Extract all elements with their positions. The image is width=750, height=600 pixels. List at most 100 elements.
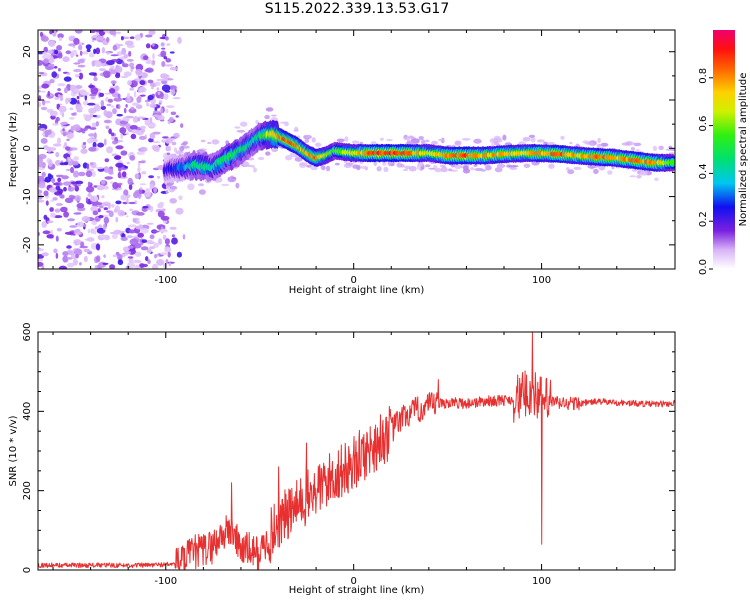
noise-speckle (107, 98, 113, 103)
halo-speckle (198, 183, 204, 187)
noise-speckle (63, 76, 72, 82)
noise-speckle (151, 230, 160, 233)
noise-speckle (42, 51, 48, 55)
noise-speckle (69, 225, 78, 228)
noise-speckle (144, 69, 152, 73)
noise-speckle (164, 246, 171, 253)
noise-speckle (165, 108, 169, 114)
noise-speckle (117, 259, 124, 266)
noise-speckle (62, 181, 72, 186)
noise-speckle (103, 119, 111, 124)
noise-speckle (75, 103, 81, 110)
noise-speckle (67, 262, 74, 268)
noise-speckle (121, 253, 128, 257)
noise-speckle (91, 60, 96, 67)
noise-speckle (40, 138, 48, 144)
noise-speckle (134, 264, 140, 269)
noise-speckle (54, 66, 58, 69)
noise-speckle (103, 138, 107, 146)
halo-speckle (418, 136, 424, 140)
halo-speckle (246, 164, 253, 168)
halo-speckle (299, 162, 308, 166)
noise-speckle (137, 232, 144, 238)
noise-speckle (109, 166, 113, 169)
noise-speckle (58, 94, 61, 97)
colorbar: 0.0 0.2 0.4 0.6 0.8 Normalized spectral ampl… (698, 30, 749, 275)
spectrogram-x-tick-label: 100 (532, 275, 551, 286)
noise-speckle (175, 115, 179, 118)
noise-speckle (105, 201, 109, 205)
noise-speckle (38, 258, 44, 262)
noise-speckle (84, 114, 92, 122)
halo-speckle (567, 169, 575, 175)
noise-speckle (85, 44, 92, 50)
noise-speckle (112, 182, 119, 189)
noise-speckle (58, 265, 68, 269)
noise-speckle (42, 230, 51, 235)
noise-speckle (115, 162, 124, 168)
noise-speckle (113, 85, 120, 92)
noise-speckle (165, 58, 172, 63)
noise-speckle (72, 124, 81, 132)
noise-speckle (158, 100, 163, 103)
noise-speckle (149, 234, 155, 240)
halo-speckle (639, 170, 648, 176)
spectrogram-y-tick-label: 20 (22, 45, 33, 58)
noise-speckle (55, 116, 60, 122)
noise-speckle (111, 188, 120, 191)
noise-speckle (40, 106, 48, 111)
noise-speckle (162, 136, 169, 139)
noise-speckle (55, 185, 61, 191)
halo-speckle (178, 195, 183, 200)
noise-speckle (50, 212, 56, 218)
noise-speckle (48, 147, 57, 151)
halo-speckle (497, 163, 505, 169)
noise-speckle (111, 233, 118, 240)
noise-speckle (129, 208, 134, 212)
noise-speckle (101, 195, 105, 199)
noise-speckle (79, 50, 83, 56)
noise-speckle (94, 226, 100, 230)
noise-speckle (128, 108, 137, 114)
noise-speckle (62, 251, 69, 257)
noise-speckle (86, 163, 90, 170)
noise-speckle (126, 235, 134, 239)
noise-speckle (128, 229, 136, 234)
noise-speckle (41, 252, 49, 257)
halo-speckle (240, 121, 248, 127)
noise-speckle (52, 182, 61, 186)
noise-speckle (115, 118, 123, 126)
halo-speckle (600, 142, 609, 147)
noise-speckle (54, 97, 59, 100)
noise-speckle (125, 123, 131, 130)
noise-speckle (89, 195, 99, 202)
noise-speckle (57, 83, 66, 87)
noise-speckle (38, 90, 41, 93)
noise-speckle (82, 142, 87, 145)
noise-speckle (103, 216, 110, 224)
noise-speckle (166, 152, 171, 156)
noise-speckle (128, 257, 134, 263)
spectrogram-y-tick-label: -20 (22, 237, 33, 253)
noise-speckle (71, 112, 75, 116)
noise-speckle (112, 44, 118, 51)
noise-speckle (121, 171, 127, 178)
colorbar-ticks: 0.0 0.2 0.4 0.6 0.8 (698, 68, 713, 275)
noise-speckle (154, 254, 157, 259)
noise-speckle (38, 51, 44, 55)
noise-speckle (59, 194, 65, 199)
noise-speckle (165, 64, 174, 67)
noise-speckle (141, 239, 148, 244)
noise-speckle (147, 79, 154, 84)
noise-speckle (149, 246, 156, 250)
halo-speckle (421, 139, 426, 145)
noise-speckle (180, 123, 184, 128)
snr-y-tick-label: 600 (22, 322, 33, 341)
noise-speckle (86, 185, 95, 193)
halo-speckle (522, 137, 531, 142)
noise-speckle (56, 137, 62, 144)
noise-speckle (140, 128, 146, 133)
noise-speckle (171, 141, 177, 146)
halo-speckle (170, 185, 178, 190)
noise-speckle (78, 72, 84, 80)
